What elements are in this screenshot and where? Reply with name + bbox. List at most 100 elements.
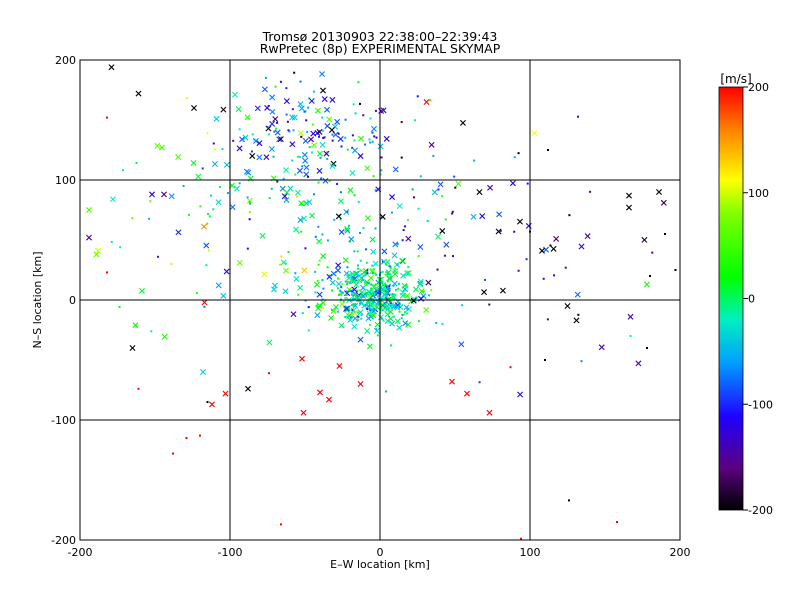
data-point	[546, 318, 549, 321]
data-point	[436, 268, 439, 271]
x-tick-label: -200	[68, 546, 93, 559]
data-point	[388, 265, 391, 268]
data-point	[568, 499, 570, 502]
data-point	[352, 304, 355, 307]
data-point	[359, 231, 362, 234]
data-point	[405, 321, 412, 328]
data-point	[641, 236, 648, 243]
data-point	[326, 266, 329, 269]
data-point	[403, 311, 406, 314]
data-point	[358, 300, 361, 303]
data-point	[291, 108, 294, 111]
data-point	[371, 264, 374, 267]
data-point	[370, 125, 377, 132]
data-point	[394, 304, 401, 311]
data-point	[272, 116, 279, 123]
data-point	[405, 286, 408, 289]
data-point	[578, 243, 585, 250]
data-point	[374, 109, 377, 112]
data-point	[380, 156, 383, 159]
data-point	[378, 276, 384, 283]
data-point	[483, 278, 486, 281]
data-point	[390, 293, 397, 300]
data-point	[360, 314, 363, 317]
data-point	[215, 282, 222, 289]
data-point	[238, 128, 241, 131]
data-point	[314, 312, 321, 319]
data-point	[392, 241, 399, 248]
y-tick-label: 200	[55, 54, 76, 67]
data-point	[344, 306, 351, 313]
data-point	[242, 134, 249, 141]
data-point	[366, 312, 369, 315]
colorbar-tick-label: -100	[748, 398, 773, 411]
data-point	[380, 107, 387, 114]
data-point	[266, 339, 273, 346]
data-point	[320, 87, 327, 94]
data-point	[119, 246, 122, 249]
data-point	[332, 131, 339, 138]
data-point	[629, 335, 632, 337]
data-point	[239, 136, 246, 143]
data-point	[185, 437, 188, 439]
data-point	[336, 182, 339, 185]
x-tick-label: 100	[520, 546, 541, 559]
data-point	[366, 292, 369, 295]
data-point	[282, 267, 289, 274]
data-point	[246, 197, 253, 204]
data-point	[365, 283, 368, 286]
data-point	[324, 123, 331, 130]
data-point	[372, 308, 375, 311]
data-point	[201, 299, 208, 306]
data-point	[376, 334, 379, 337]
data-point	[392, 166, 399, 173]
data-point	[413, 119, 416, 122]
data-point	[391, 252, 398, 259]
data-point	[336, 287, 339, 290]
data-point	[372, 260, 379, 267]
data-point	[365, 299, 372, 306]
data-point	[346, 283, 349, 286]
chart-subtitle: RwPretec (8p) EXPERIMENTAL SKYMAP	[260, 41, 501, 56]
data-point	[432, 154, 435, 157]
data-point	[321, 279, 324, 282]
data-point	[664, 233, 666, 235]
data-point	[372, 175, 375, 178]
data-point	[314, 270, 317, 273]
data-point	[370, 312, 377, 319]
data-point	[308, 97, 311, 100]
plot-frame	[79, 59, 681, 541]
data-point	[149, 200, 152, 203]
data-point	[392, 298, 395, 301]
data-point	[298, 200, 305, 207]
data-point	[206, 401, 209, 403]
data-point	[539, 247, 545, 254]
colorbar-gradient	[718, 86, 744, 511]
data-point	[235, 106, 242, 113]
data-point	[351, 310, 358, 317]
data-point	[577, 313, 580, 316]
data-point	[148, 217, 151, 220]
data-point	[331, 289, 334, 292]
data-point	[316, 279, 319, 282]
data-point	[386, 275, 393, 282]
data-point	[417, 255, 420, 258]
data-point	[245, 385, 251, 392]
data-point	[394, 302, 401, 309]
data-point	[369, 236, 376, 243]
data-point	[479, 213, 486, 220]
data-point	[357, 381, 364, 387]
data-point	[349, 170, 356, 177]
data-point	[353, 139, 356, 142]
data-point	[473, 159, 476, 162]
data-point	[222, 390, 229, 397]
data-point	[626, 204, 632, 211]
data-point	[390, 277, 393, 280]
data-point	[297, 284, 304, 291]
data-point	[316, 238, 323, 245]
data-point	[373, 327, 380, 334]
data-point	[297, 293, 300, 296]
data-point	[357, 81, 360, 84]
data-point	[340, 145, 343, 148]
